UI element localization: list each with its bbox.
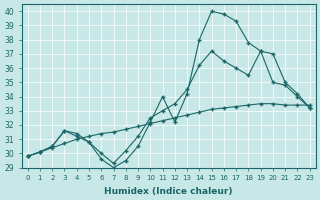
X-axis label: Humidex (Indice chaleur): Humidex (Indice chaleur): [104, 187, 233, 196]
